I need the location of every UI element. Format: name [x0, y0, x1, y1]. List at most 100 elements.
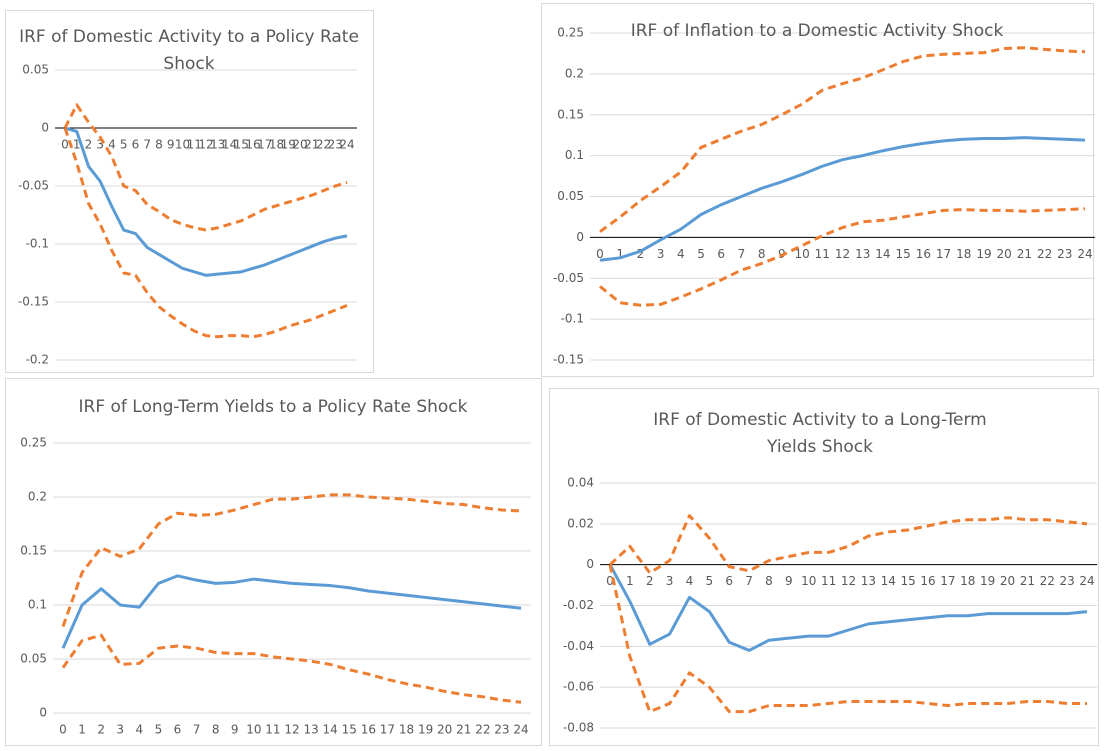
series-line	[63, 103, 348, 232]
x-tick-label: 20	[1000, 574, 1015, 588]
x-tick-label: 10	[246, 723, 261, 737]
x-tick-label: 7	[745, 574, 753, 588]
x-tick-label: 22	[475, 723, 490, 737]
x-tick-label: 6	[132, 138, 140, 152]
x-tick-label: 4	[686, 574, 694, 588]
x-tick-label: 6	[717, 247, 725, 261]
x-tick-label: 22	[316, 138, 331, 152]
x-tick-label: 0	[59, 723, 67, 737]
series-line	[608, 563, 1088, 652]
x-tick-label: 15	[895, 247, 910, 261]
x-tick-label: 7	[738, 247, 746, 261]
series-line	[599, 207, 1086, 307]
x-tick-label: 15	[342, 723, 357, 737]
y-tick-label: -0.02	[563, 598, 594, 612]
chart-title: IRF of Domestic Activity to a Long-Term …	[653, 410, 987, 457]
y-tick-label: -0.1	[561, 312, 584, 326]
x-tick-label: 14	[875, 247, 890, 261]
x-tick-label: 19	[976, 247, 991, 261]
x-tick-label: 3	[666, 574, 674, 588]
x-tick-label: 3	[116, 723, 124, 737]
x-tick-label: 21	[1020, 574, 1035, 588]
x-tick-label: 20	[437, 723, 452, 737]
x-tick-label: 14	[323, 723, 338, 737]
x-tick-label: 6	[174, 723, 182, 737]
series-line	[61, 574, 522, 649]
x-tick-label: 16	[920, 574, 935, 588]
y-tick-label: 0.04	[567, 476, 594, 490]
x-tick-label: 11	[821, 574, 836, 588]
x-tick-label: 0	[61, 138, 69, 152]
x-tick-label: 9	[167, 138, 175, 152]
y-tick-label: 0	[586, 557, 594, 571]
x-tick-label: 9	[785, 574, 793, 588]
x-tick-label: 17	[257, 138, 272, 152]
x-tick-label: 16	[916, 247, 931, 261]
x-tick-label: 7	[143, 138, 151, 152]
x-tick-label: 11	[265, 723, 280, 737]
x-tick-label: 2	[637, 247, 645, 261]
x-tick-label: 17	[940, 574, 955, 588]
x-tick-label: 5	[155, 723, 163, 737]
x-tick-label: 11	[187, 138, 202, 152]
x-tick-label: 24	[513, 723, 528, 737]
series-line	[61, 493, 522, 628]
y-tick-label: 0	[576, 230, 584, 244]
x-tick-label: 16	[361, 723, 376, 737]
y-tick-label: -0.2	[26, 353, 49, 367]
y-tick-label: -0.05	[553, 271, 584, 285]
series-line	[608, 564, 1087, 714]
x-tick-label: 22	[1037, 247, 1052, 261]
x-tick-label: 13	[210, 138, 225, 152]
panel	[541, 3, 1094, 377]
x-tick-label: 18	[956, 247, 971, 261]
y-tick-label: -0.06	[563, 680, 594, 694]
panel	[5, 10, 374, 373]
x-tick-label: 14	[881, 574, 896, 588]
series-line	[599, 136, 1086, 262]
x-tick-label: 1	[616, 247, 624, 261]
panel	[5, 378, 542, 746]
x-tick-label: 0	[596, 247, 604, 261]
y-tick-label: 0.05	[557, 189, 584, 203]
x-tick-label: 17	[380, 723, 395, 737]
x-tick-label: 10	[801, 574, 816, 588]
x-tick-label: 21	[304, 138, 319, 152]
x-tick-label: 7	[193, 723, 201, 737]
x-tick-label: 23	[494, 723, 509, 737]
y-tick-label: -0.1	[26, 237, 49, 251]
y-tick-label: 0.05	[22, 63, 49, 77]
x-tick-label: 4	[677, 247, 685, 261]
x-tick-label: 0	[606, 574, 614, 588]
x-tick-label: 24	[1077, 247, 1092, 261]
x-tick-label: 24	[339, 138, 354, 152]
x-tick-label: 13	[855, 247, 870, 261]
x-tick-label: 8	[155, 138, 163, 152]
x-tick-label: 15	[234, 138, 249, 152]
x-tick-label: 12	[284, 723, 299, 737]
x-tick-label: 2	[97, 723, 105, 737]
x-tick-label: 5	[697, 247, 705, 261]
x-tick-label: 21	[456, 723, 471, 737]
y-tick-label: 0.15	[557, 107, 584, 121]
x-tick-label: 2	[85, 138, 93, 152]
x-tick-label: 5	[120, 138, 128, 152]
x-tick-label: 21	[1017, 247, 1032, 261]
x-tick-label: 18	[269, 138, 284, 152]
x-tick-label: 12	[198, 138, 213, 152]
y-tick-label: -0.15	[553, 353, 584, 367]
x-tick-label: 1	[78, 723, 86, 737]
chart-title: IRF of Long-Term Yields to a Policy Rate…	[78, 397, 468, 417]
y-tick-label: 0.15	[20, 544, 47, 558]
series-line	[599, 46, 1086, 233]
y-tick-label: 0.2	[28, 490, 47, 504]
x-tick-label: 1	[73, 138, 81, 152]
x-tick-label: 19	[418, 723, 433, 737]
x-tick-label: 18	[960, 574, 975, 588]
x-tick-label: 15	[900, 574, 915, 588]
x-tick-label: 23	[1059, 574, 1074, 588]
y-tick-label: 0	[41, 121, 49, 135]
x-tick-label: 3	[657, 247, 665, 261]
series-line	[608, 514, 1088, 575]
